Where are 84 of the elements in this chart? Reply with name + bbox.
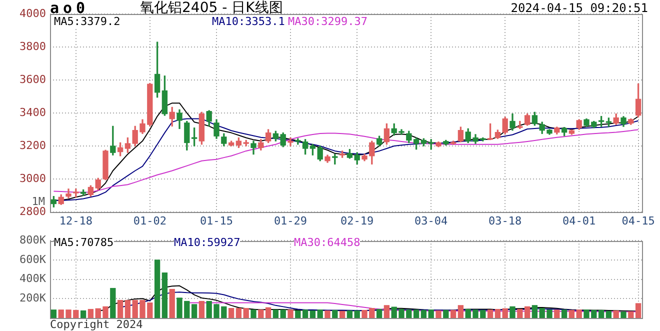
x-tick-label: 04-15 (622, 214, 655, 228)
bar (198, 300, 205, 318)
x-tick-label: 03-04 (414, 214, 448, 228)
bar (162, 272, 168, 318)
x-tick-label: 02-19 (340, 214, 374, 228)
y-tick-label: 3600 (20, 72, 46, 86)
chart-title: 氧化铝2405 - 日K线图 (140, 0, 283, 16)
bar (124, 300, 131, 318)
bar (272, 310, 279, 318)
bar (561, 310, 568, 318)
bar (117, 300, 124, 318)
bar (250, 310, 256, 318)
bar (324, 310, 330, 318)
y-tick-label: 3200 (20, 138, 46, 152)
bar (295, 310, 301, 318)
bar (88, 308, 94, 318)
bar (236, 308, 242, 318)
text: MA30:3299.37 (288, 15, 368, 28)
bar (606, 310, 612, 318)
bar (502, 308, 508, 318)
bar (628, 311, 634, 318)
text: MA5:3379.2 (54, 15, 120, 28)
y-tick-label: 200K (20, 292, 46, 305)
bar (265, 307, 272, 318)
x-tick-label: 03-18 (488, 214, 522, 228)
x-tick-label: 01-15 (200, 214, 234, 228)
bar (420, 310, 427, 318)
y-tick-label: 4000 (20, 6, 46, 20)
bar (487, 310, 494, 318)
bar (302, 310, 308, 318)
text: MA5:70785 (54, 236, 114, 249)
bar (110, 288, 116, 318)
bar (384, 305, 390, 318)
y-tick-label: 3000 (20, 172, 46, 185)
bar (524, 306, 530, 318)
bar (532, 305, 538, 318)
bar (510, 306, 516, 318)
bar (332, 310, 338, 318)
bar (228, 308, 234, 318)
bar (243, 308, 249, 318)
bar (576, 310, 582, 318)
y-tick-label: 3400 (20, 106, 46, 119)
bar (169, 288, 175, 318)
x-tick-label: 04-01 (562, 214, 596, 228)
bar (354, 310, 360, 318)
bar (413, 310, 420, 318)
bar (317, 310, 323, 318)
bar (613, 310, 619, 318)
bar (436, 310, 442, 318)
bar (288, 310, 294, 318)
bar (554, 310, 560, 318)
annotation: ao0 (50, 0, 90, 17)
y-tick-label: 800K (20, 233, 46, 246)
bar (635, 303, 642, 318)
annotation: 2024-04-15 09:20:51 (510, 1, 648, 15)
x-tick-label: 01-29 (274, 214, 308, 228)
bar (80, 310, 86, 318)
bar (494, 308, 501, 318)
bar (517, 308, 523, 318)
bar (154, 260, 160, 318)
bar (443, 310, 449, 318)
bar (450, 310, 456, 318)
bar (598, 310, 604, 318)
bar (620, 311, 626, 318)
bar (191, 304, 198, 318)
bar (346, 310, 353, 318)
y-tick-label: 3800 (20, 40, 46, 53)
bar (339, 310, 346, 318)
annotation: Copyright 2024 (50, 318, 143, 331)
text: MA30:64458 (294, 236, 360, 249)
x-tick-label: 12-18 (59, 214, 92, 228)
bar (376, 308, 382, 318)
bar (428, 310, 434, 318)
bar (280, 310, 286, 318)
bar (50, 310, 57, 318)
text: MA10:59927 (174, 236, 240, 249)
bar (258, 310, 264, 318)
bar (568, 310, 575, 318)
bar (458, 305, 464, 318)
text: MA10:3353.1 (212, 15, 285, 28)
x-tick-label: 01-02 (133, 214, 166, 228)
y-tick-label: 600K (20, 252, 46, 266)
bar (310, 310, 316, 318)
y-tick-label: 400K (20, 272, 46, 286)
